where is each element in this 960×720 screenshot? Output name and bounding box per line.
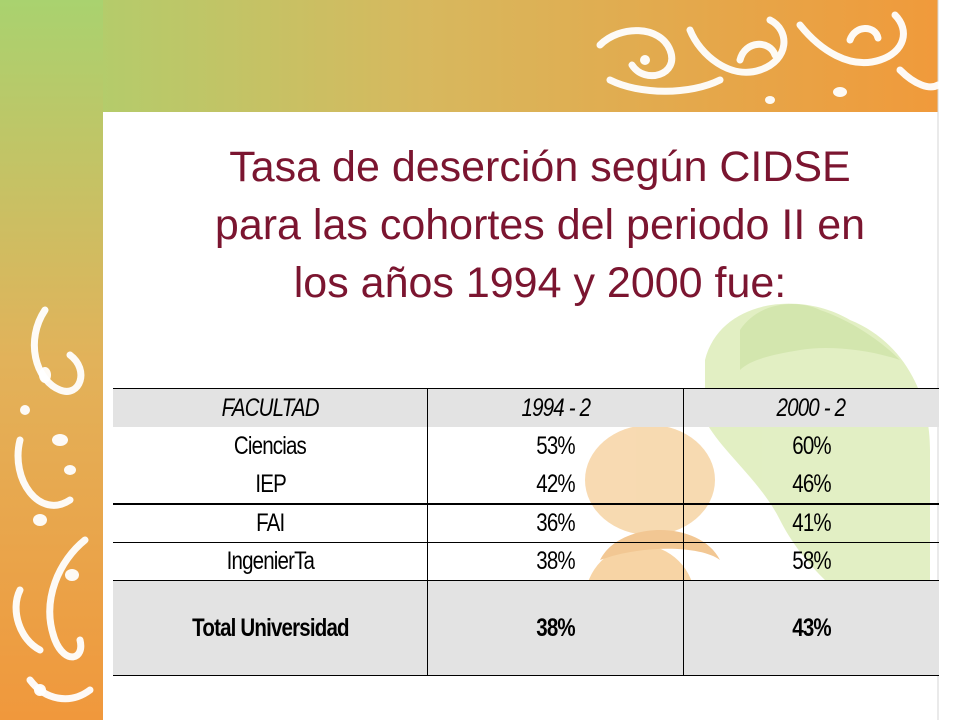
header-facultad: FACULTAD: [113, 388, 428, 427]
swirl-ornament-left: [12, 306, 94, 703]
cell-2000: 46%: [682, 465, 939, 505]
rate-1994: 36%: [536, 509, 575, 537]
header-1994: 1994 - 2: [427, 388, 684, 427]
rate-2000: 41%: [792, 509, 831, 537]
table-row: FAI 36% 41%: [113, 504, 939, 543]
swirl-ornament-top: [596, 11, 942, 95]
table-row: IngenierTa 38% 58%: [113, 542, 939, 581]
total-label: Total Universidad: [191, 613, 349, 642]
table-row: Ciencias 53% 60%: [113, 427, 939, 465]
cell-1994: 42%: [427, 465, 684, 505]
header-1994-label: 1994 - 2: [521, 393, 590, 422]
table-total-row: Total Universidad 38% 43%: [113, 580, 939, 676]
cell-1994: 53%: [427, 427, 684, 465]
header-facultad-label: FACULTAD: [221, 393, 320, 422]
faculty-label: IEP: [254, 469, 286, 498]
cell-faculty: IngenierTa: [113, 542, 428, 581]
faculty-label: FAI: [256, 509, 285, 537]
rate-1994: 42%: [536, 469, 575, 498]
rate-2000: 58%: [792, 547, 831, 575]
rate-2000: 46%: [792, 469, 831, 498]
cell-faculty: FAI: [113, 504, 428, 543]
total-rate-2000: 43%: [792, 613, 831, 642]
cell-2000: 58%: [682, 542, 939, 581]
faculty-label: IngenierTa: [226, 547, 314, 575]
cell-total-2000: 43%: [682, 580, 939, 676]
cell-total-label: Total Universidad: [113, 580, 428, 676]
slide-title: Tasa de deserción según CIDSE para las c…: [150, 138, 930, 312]
header-2000-label: 2000 - 2: [776, 393, 846, 422]
rate-2000: 60%: [792, 431, 831, 460]
rate-1994: 38%: [536, 547, 575, 575]
cell-faculty: IEP: [113, 465, 428, 505]
cell-1994: 38%: [427, 542, 684, 581]
cell-2000: 41%: [682, 504, 939, 543]
faculty-label: Ciencias: [234, 431, 307, 460]
rate-1994: 53%: [536, 431, 575, 460]
table-row: IEP 42% 46%: [113, 465, 939, 505]
cell-2000: 60%: [682, 427, 939, 465]
title-line-2: para las cohortes del periodo II en: [214, 201, 866, 249]
title-line-3: los años 1994 y 2000 fue:: [293, 259, 787, 307]
table-header-row: FACULTAD 1994 - 2 2000 - 2: [113, 388, 939, 427]
cell-faculty: Ciencias: [113, 427, 428, 465]
cell-total-1994: 38%: [427, 580, 684, 676]
title-line-1: Tasa de deserción según CIDSE: [229, 143, 851, 191]
cell-1994: 36%: [427, 504, 684, 543]
total-rate-1994: 38%: [536, 613, 575, 642]
dropout-rate-table: FACULTAD 1994 - 2 2000 - 2 Ciencias 53% …: [113, 388, 939, 676]
header-2000: 2000 - 2: [682, 388, 939, 427]
